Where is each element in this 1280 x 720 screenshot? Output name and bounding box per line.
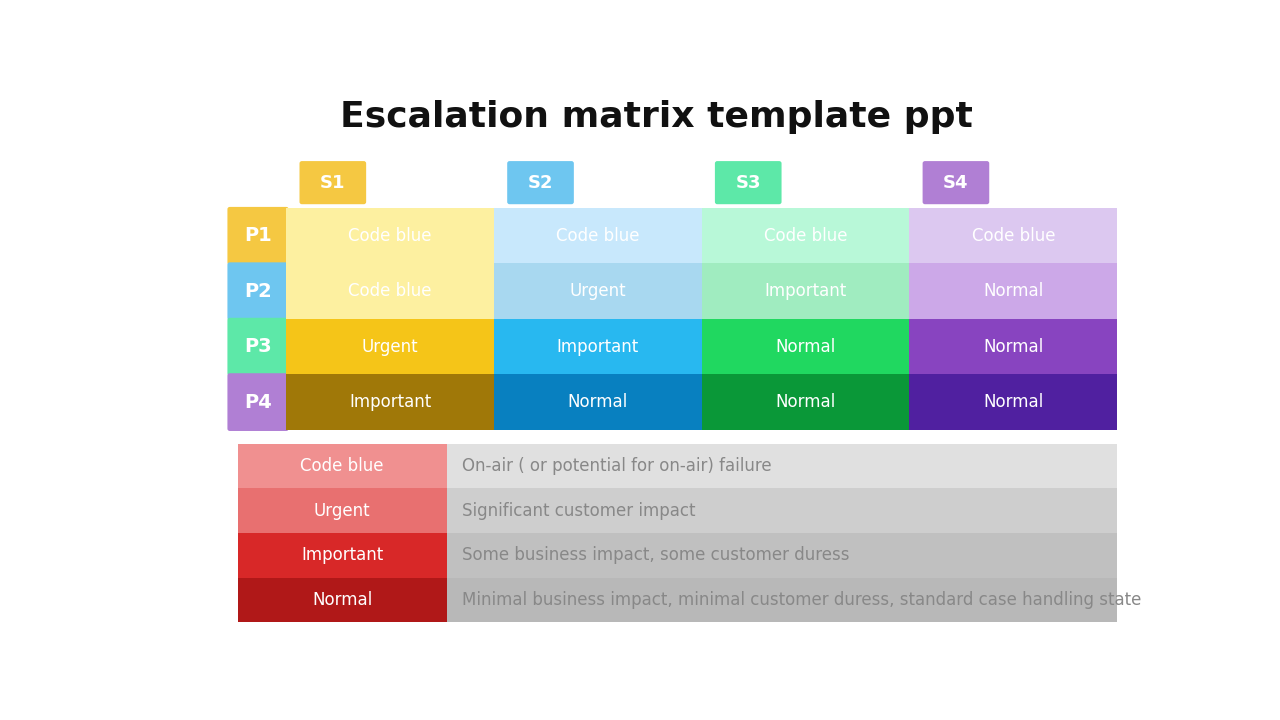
Text: Important: Important bbox=[764, 282, 846, 300]
Bar bbox=[447, 488, 1117, 533]
Text: Urgent: Urgent bbox=[570, 282, 626, 300]
Bar bbox=[909, 264, 1117, 319]
Text: Code blue: Code blue bbox=[764, 227, 847, 245]
Text: Some business impact, some customer duress: Some business impact, some customer dure… bbox=[462, 546, 850, 564]
Text: Code blue: Code blue bbox=[348, 282, 431, 300]
Text: Urgent: Urgent bbox=[362, 338, 419, 356]
FancyBboxPatch shape bbox=[228, 262, 289, 320]
Bar bbox=[287, 374, 494, 430]
Text: Significant customer impact: Significant customer impact bbox=[462, 502, 696, 520]
Text: P4: P4 bbox=[244, 392, 271, 412]
Bar bbox=[909, 374, 1117, 430]
Text: Important: Important bbox=[349, 393, 431, 411]
Text: Minimal business impact, minimal customer duress, standard case handling state: Minimal business impact, minimal custome… bbox=[462, 591, 1142, 609]
Text: P2: P2 bbox=[244, 282, 271, 301]
FancyBboxPatch shape bbox=[228, 207, 289, 265]
Text: Code blue: Code blue bbox=[301, 457, 384, 475]
FancyBboxPatch shape bbox=[507, 161, 573, 204]
Text: S4: S4 bbox=[943, 174, 969, 192]
FancyBboxPatch shape bbox=[716, 161, 782, 204]
Bar bbox=[238, 577, 447, 622]
Text: Escalation matrix template ppt: Escalation matrix template ppt bbox=[339, 100, 973, 134]
FancyBboxPatch shape bbox=[228, 318, 289, 376]
Text: Normal: Normal bbox=[312, 591, 372, 609]
Bar bbox=[494, 374, 701, 430]
Bar bbox=[494, 208, 701, 264]
Bar bbox=[238, 488, 447, 533]
FancyBboxPatch shape bbox=[300, 161, 366, 204]
Text: Important: Important bbox=[557, 338, 639, 356]
Text: On-air ( or potential for on-air) failure: On-air ( or potential for on-air) failur… bbox=[462, 457, 772, 475]
Text: Code blue: Code blue bbox=[348, 227, 431, 245]
Text: Normal: Normal bbox=[983, 282, 1043, 300]
Bar bbox=[701, 264, 909, 319]
Text: Normal: Normal bbox=[776, 393, 836, 411]
Bar bbox=[494, 264, 701, 319]
Bar bbox=[238, 533, 447, 577]
Text: Code blue: Code blue bbox=[556, 227, 640, 245]
Text: S1: S1 bbox=[320, 174, 346, 192]
Text: Urgent: Urgent bbox=[314, 502, 370, 520]
Text: Normal: Normal bbox=[776, 338, 836, 356]
Bar bbox=[909, 208, 1117, 264]
Text: P1: P1 bbox=[244, 226, 271, 246]
Text: Normal: Normal bbox=[983, 393, 1043, 411]
Bar bbox=[238, 444, 447, 488]
Bar bbox=[701, 319, 909, 374]
Bar bbox=[287, 208, 494, 264]
Bar bbox=[701, 374, 909, 430]
FancyBboxPatch shape bbox=[228, 373, 289, 431]
Bar bbox=[494, 319, 701, 374]
Text: S3: S3 bbox=[736, 174, 762, 192]
Text: Important: Important bbox=[301, 546, 383, 564]
FancyBboxPatch shape bbox=[923, 161, 989, 204]
Bar bbox=[447, 533, 1117, 577]
Bar bbox=[287, 319, 494, 374]
Text: Code blue: Code blue bbox=[972, 227, 1055, 245]
Bar bbox=[287, 264, 494, 319]
Bar bbox=[447, 577, 1117, 622]
Bar bbox=[701, 208, 909, 264]
Bar bbox=[447, 444, 1117, 488]
Text: Normal: Normal bbox=[983, 338, 1043, 356]
Text: Normal: Normal bbox=[568, 393, 628, 411]
Text: S2: S2 bbox=[527, 174, 553, 192]
Text: P3: P3 bbox=[244, 337, 271, 356]
Bar bbox=[909, 319, 1117, 374]
